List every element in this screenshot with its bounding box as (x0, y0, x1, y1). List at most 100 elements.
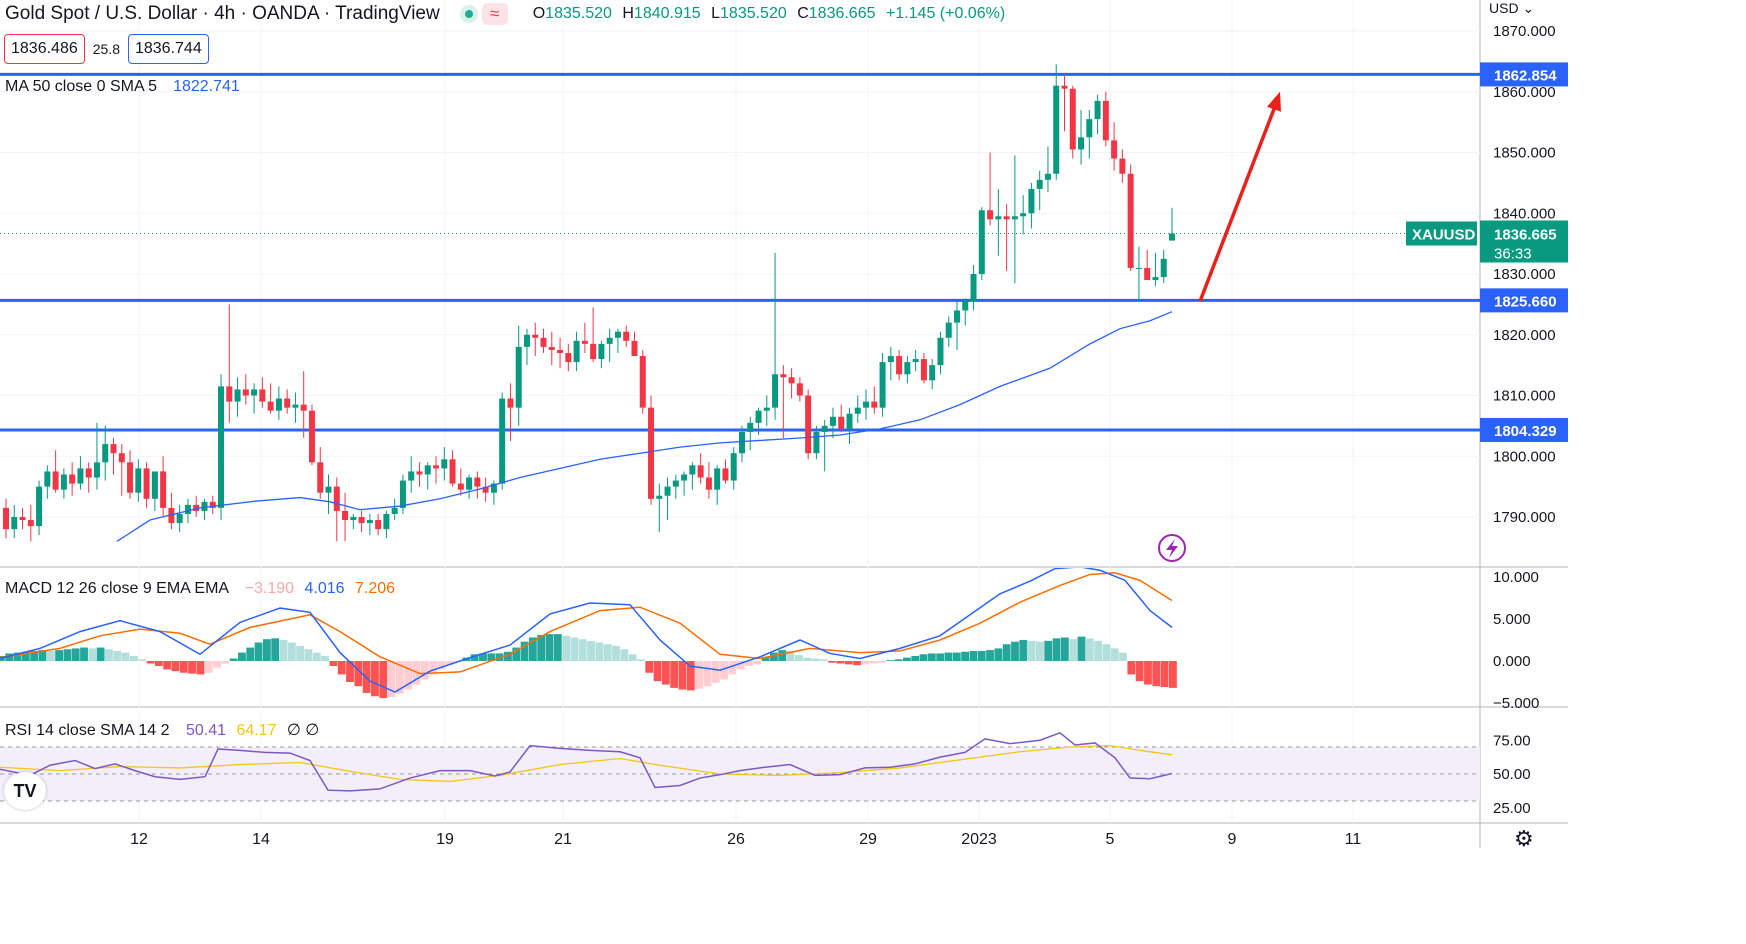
macd-histogram-bar (487, 653, 496, 661)
macd-histogram-bar (1027, 640, 1036, 661)
macd-histogram-value: −3.190 (244, 580, 295, 597)
chart-canvas[interactable]: 1790.000 1800.000 1810.000 1820.000 1830.000… (0, 0, 1568, 848)
candle-body (399, 480, 406, 508)
macd-histogram-bar (728, 661, 737, 675)
macd-histogram-bar (395, 661, 404, 694)
candle-body (912, 359, 919, 363)
candle-body (52, 471, 59, 490)
macd-histogram-bar (570, 637, 579, 661)
visibility-eye-icon[interactable] (459, 5, 478, 23)
indicator-wave-icon[interactable]: ≈ (481, 3, 508, 25)
candle-body (573, 340, 580, 363)
macd-histogram-bar (1094, 640, 1103, 661)
candle-body (920, 359, 927, 381)
candle-body (466, 477, 473, 490)
candle-body (193, 504, 200, 511)
buy-quote-button[interactable]: 1836.744 (127, 34, 209, 64)
level-price-label: 1862.854 (1494, 67, 1557, 84)
candle-body (242, 389, 249, 396)
macd-histogram-bar (38, 650, 47, 661)
macd-histogram-bar (512, 647, 521, 661)
macd-histogram-bar (1110, 648, 1119, 661)
macd-histogram-bar (121, 652, 130, 661)
candle-body (1144, 267, 1151, 281)
macd-histogram-bar (5, 653, 14, 661)
macd-histogram-bar (903, 657, 911, 661)
rsi-legend[interactable]: RSI 14 close SMA 14 2 50.41 64.17 ∅ ∅ (5, 720, 319, 740)
macd-histogram-bar (379, 661, 388, 698)
settings-gear-icon[interactable]: ⚙ (1514, 826, 1534, 851)
low-label: L (711, 5, 721, 22)
macd-histogram-bar (21, 651, 30, 661)
macd-histogram-bar (528, 637, 537, 661)
bar-countdown: 36:33 (1494, 246, 1532, 263)
macd-histogram-bar (853, 661, 861, 666)
high-value: 1840.915 (633, 5, 701, 22)
macd-histogram-bar (1052, 638, 1061, 661)
candle-body (681, 474, 688, 481)
candle-body (3, 507, 9, 530)
candle-body (19, 517, 26, 521)
macd-legend[interactable]: MACD 12 26 close 9 EMA EMA −3.190 4.016 … (5, 580, 395, 598)
ma-legend[interactable]: MA 50 close 0 SMA 5 1822.741 (5, 78, 240, 96)
low-value: 1835.520 (720, 5, 787, 22)
macd-histogram-bar (836, 661, 845, 664)
candle-body (664, 486, 671, 496)
macd-histogram-bar (30, 650, 39, 661)
candle-body (846, 413, 853, 429)
candle-body (69, 474, 76, 484)
macd-histogram-bar (371, 661, 379, 697)
macd-histogram-bar (603, 644, 612, 661)
candle-body (929, 365, 936, 381)
candle-body (871, 401, 878, 408)
time-tick-label: 29 (859, 831, 877, 848)
candle-body (358, 517, 365, 524)
candle-body (987, 210, 994, 220)
candle-body (1111, 140, 1118, 159)
macd-histogram-bar (329, 661, 338, 667)
candle-body (565, 352, 572, 363)
candle-body (896, 356, 903, 375)
candle-body (375, 520, 382, 530)
macd-histogram-bar (986, 650, 994, 661)
macd-histogram-bar (46, 650, 55, 661)
rsi-value: 50.41 (185, 722, 227, 739)
candle-body (259, 389, 266, 402)
candle-body (226, 386, 233, 402)
chevron-down-icon: ⌄ (1522, 0, 1535, 16)
macd-histogram-bar (778, 650, 787, 661)
candle-body (424, 465, 431, 475)
macd-histogram-bar (96, 647, 105, 661)
candle-body (325, 486, 332, 493)
macd-histogram-bar (645, 661, 654, 673)
close-label: C (797, 5, 809, 22)
macd-histogram-bar (1102, 644, 1111, 661)
candle-body (127, 462, 134, 493)
macd-histogram-bar (138, 659, 147, 661)
candle-body (763, 407, 770, 411)
candle-body (532, 334, 539, 338)
candle-body (160, 471, 167, 508)
candle-body (962, 301, 969, 311)
macd-histogram-bar (63, 649, 72, 661)
candle-body (937, 337, 944, 366)
macd-histogram-bar (1144, 661, 1152, 685)
symbol-title[interactable]: Gold Spot / U.S. Dollar · 4h · OANDA · T… (5, 3, 440, 24)
currency-selector[interactable]: USD ⌄ (1489, 0, 1534, 17)
macd-histogram-bar (1160, 661, 1169, 688)
macd-signal-line (0, 572, 1173, 675)
macd-histogram-bar (1011, 641, 1019, 661)
sell-quote-button[interactable]: 1836.486 (4, 34, 85, 64)
macd-histogram-bar (545, 634, 554, 661)
macd-histogram-bar (287, 642, 296, 661)
candle-body (1044, 173, 1051, 180)
candle-body (829, 416, 836, 426)
annotation-arrow-shaft (1198, 103, 1278, 302)
macd-histogram-bar (911, 655, 920, 661)
chart-header: Gold Spot / U.S. Dollar · 4h · OANDA · T… (0, 0, 1005, 28)
candle-body (1020, 213, 1027, 217)
macd-histogram-bar (504, 651, 512, 661)
macd-histogram-bar (520, 641, 529, 661)
tradingview-logo-icon[interactable]: TV (4, 772, 46, 810)
macd-histogram-bar (445, 661, 454, 666)
